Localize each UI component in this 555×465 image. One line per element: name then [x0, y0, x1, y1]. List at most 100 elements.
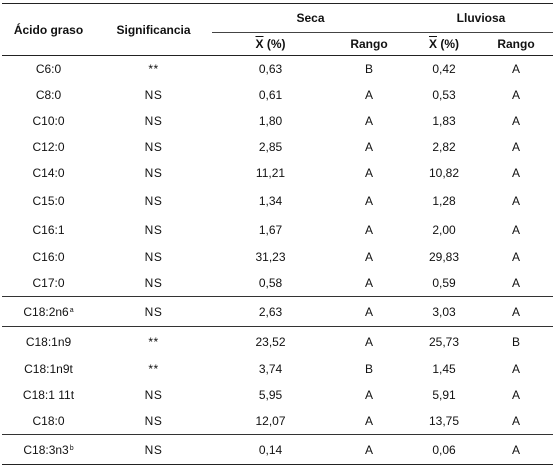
fatty-acid-name: C18:1n9: [25, 334, 72, 349]
cell-dry-mean: 12,07: [255, 414, 286, 428]
cell-fatty-acid: C18:0: [2, 408, 95, 435]
cell-fatty-acid: C14:0: [2, 160, 95, 186]
cell-rainy-rank: A: [511, 193, 520, 208]
cell-dry-mean: 5,95: [258, 388, 283, 402]
cell-fatty-acid: C6:0: [2, 56, 95, 83]
cell-significance: NS: [144, 388, 163, 402]
cell-rainy-rank: A: [479, 296, 553, 327]
table-row: C16:0 NS 31,23 A 29,83 A: [2, 244, 553, 270]
header-group-rainy: Lluviosa: [409, 3, 553, 33]
cell-dry-mean: 1,80: [258, 114, 283, 128]
table-row: C17:0 NS 0,58 A 0,59 A: [2, 270, 553, 297]
cell-dry-rank: A: [364, 166, 373, 180]
table-row: C14:0 NS 11,21 A 10,82 A: [2, 160, 553, 186]
cell-dry-rank: A: [364, 414, 373, 428]
cell-rainy-rank: A: [511, 276, 520, 290]
cell-significance: NS: [144, 414, 163, 428]
table-row: C18:1n9t ** 3,74 B 1,45 A: [2, 356, 553, 382]
table-row: C18:1 11t NS 5,95 A 5,91 A: [2, 382, 553, 408]
cell-rainy-rank: A: [511, 62, 520, 76]
mean-unit: (%): [440, 37, 460, 51]
header-rainy-rank: Rango: [479, 32, 553, 56]
header-rainy-mean: X (%): [409, 32, 479, 56]
cell-rainy-mean: 1,28: [432, 193, 456, 208]
fatty-acid-name: C12:0: [32, 140, 65, 154]
cell-significance: NS: [144, 193, 163, 208]
cell-rainy-rank: A: [479, 434, 553, 465]
cell-rainy-mean: 0,42: [432, 62, 456, 76]
fatty-acid-name: C10:0: [32, 114, 65, 128]
cell-dry-mean: 3,74: [258, 362, 283, 376]
cell-dry-rank: A: [364, 193, 373, 208]
cell-significance: **: [148, 362, 159, 376]
cell-rainy-mean: 10,82: [428, 166, 460, 180]
table-row: C15:0 NS 1,34 A 1,28 A: [2, 186, 553, 215]
cell-dry-mean: 2,85: [258, 140, 283, 154]
cell-fatty-acid: C12:0: [2, 134, 95, 160]
cell-significance: NS: [144, 166, 163, 180]
fatty-acid-name: C16:1: [32, 222, 65, 237]
fatty-acid-name: C18:0: [32, 414, 65, 428]
cell-rainy-mean: 13,75: [428, 414, 460, 428]
cell-significance: NS: [144, 114, 163, 128]
mean-symbol: X: [428, 37, 437, 51]
cell-dry-mean: 31,23: [255, 250, 286, 264]
table-row: C10:0 NS 1,80 A 1,83 A: [2, 108, 553, 134]
table-row: C18:3n3b NS 0,14 A 0,06 A: [2, 434, 553, 465]
cell-dry-mean: 0,58: [258, 276, 283, 290]
footnote-marker: b: [69, 444, 74, 452]
fatty-acid-name: C8:0: [35, 88, 62, 102]
footnote-marker: a: [69, 306, 74, 314]
cell-rainy-rank: B: [479, 326, 553, 356]
fatty-acid-name: C16:0: [32, 250, 65, 264]
cell-dry-rank: A: [364, 88, 373, 102]
table-body: C6:0 ** 0,63 B 0,42 A C8:0 NS 0,61 A 0,53 A C10:0 NS 1…: [2, 56, 553, 465]
cell-significance: NS: [144, 222, 163, 237]
cell-fatty-acid: C18:1n9t: [2, 356, 95, 382]
cell-fatty-acid: C16:1: [2, 215, 95, 244]
cell-rainy-rank: A: [511, 166, 520, 180]
cell-fatty-acid: C18:1 11t: [2, 382, 95, 408]
cell-dry-mean: 0,61: [258, 88, 283, 102]
header-significance: Significancia: [95, 3, 212, 56]
cell-rainy-rank: A: [511, 88, 520, 102]
mean-symbol: X: [255, 37, 264, 51]
cell-rainy-rank: A: [511, 388, 520, 402]
cell-dry-rank: A: [364, 140, 373, 154]
header-group-dry: Seca: [212, 3, 409, 33]
cell-rainy-rank: A: [511, 114, 520, 128]
cell-rainy-mean: 0,53: [432, 88, 456, 102]
table-row: C18:0 NS 12,07 A 13,75 A: [2, 408, 553, 435]
fatty-acid-name: C18:3n3: [23, 442, 69, 457]
cell-significance: NS: [144, 140, 163, 154]
fatty-acid-name: C17:0: [32, 276, 65, 290]
cell-rainy-mean: 2,00: [432, 222, 456, 237]
cell-rainy-rank: A: [511, 362, 520, 376]
cell-dry-rank: A: [329, 296, 409, 327]
table-row: C18:1n9 ** 23,52 A 25,73 B: [2, 326, 553, 356]
cell-rainy-rank: A: [511, 222, 520, 237]
header-dry-rank: Rango: [329, 32, 409, 56]
cell-rainy-rank: A: [511, 140, 520, 154]
cell-fatty-acid: C10:0: [2, 108, 95, 134]
cell-dry-mean: 0,14: [212, 434, 329, 465]
cell-rainy-mean: 3,03: [409, 296, 479, 327]
cell-rainy-mean: 1,83: [432, 114, 456, 128]
cell-fatty-acid: C18:3n3b: [2, 434, 95, 465]
fatty-acid-name: C18:2n6: [23, 304, 69, 319]
cell-significance: NS: [95, 434, 212, 465]
cell-rainy-mean: 25,73: [409, 326, 479, 356]
mean-unit: (%): [266, 37, 286, 51]
cell-rainy-mean: 0,06: [409, 434, 479, 465]
cell-dry-mean: 2,63: [212, 296, 329, 327]
fatty-acid-name: C15:0: [32, 193, 65, 208]
table-row: C12:0 NS 2,85 A 2,82 A: [2, 134, 553, 160]
cell-dry-rank: A: [364, 250, 373, 264]
cell-dry-mean: 1,34: [258, 193, 283, 208]
cell-dry-mean: 23,52: [212, 326, 329, 356]
cell-significance: NS: [144, 88, 163, 102]
cell-fatty-acid: C16:0: [2, 244, 95, 270]
cell-dry-rank: A: [364, 388, 373, 402]
cell-rainy-mean: 5,91: [432, 388, 456, 402]
